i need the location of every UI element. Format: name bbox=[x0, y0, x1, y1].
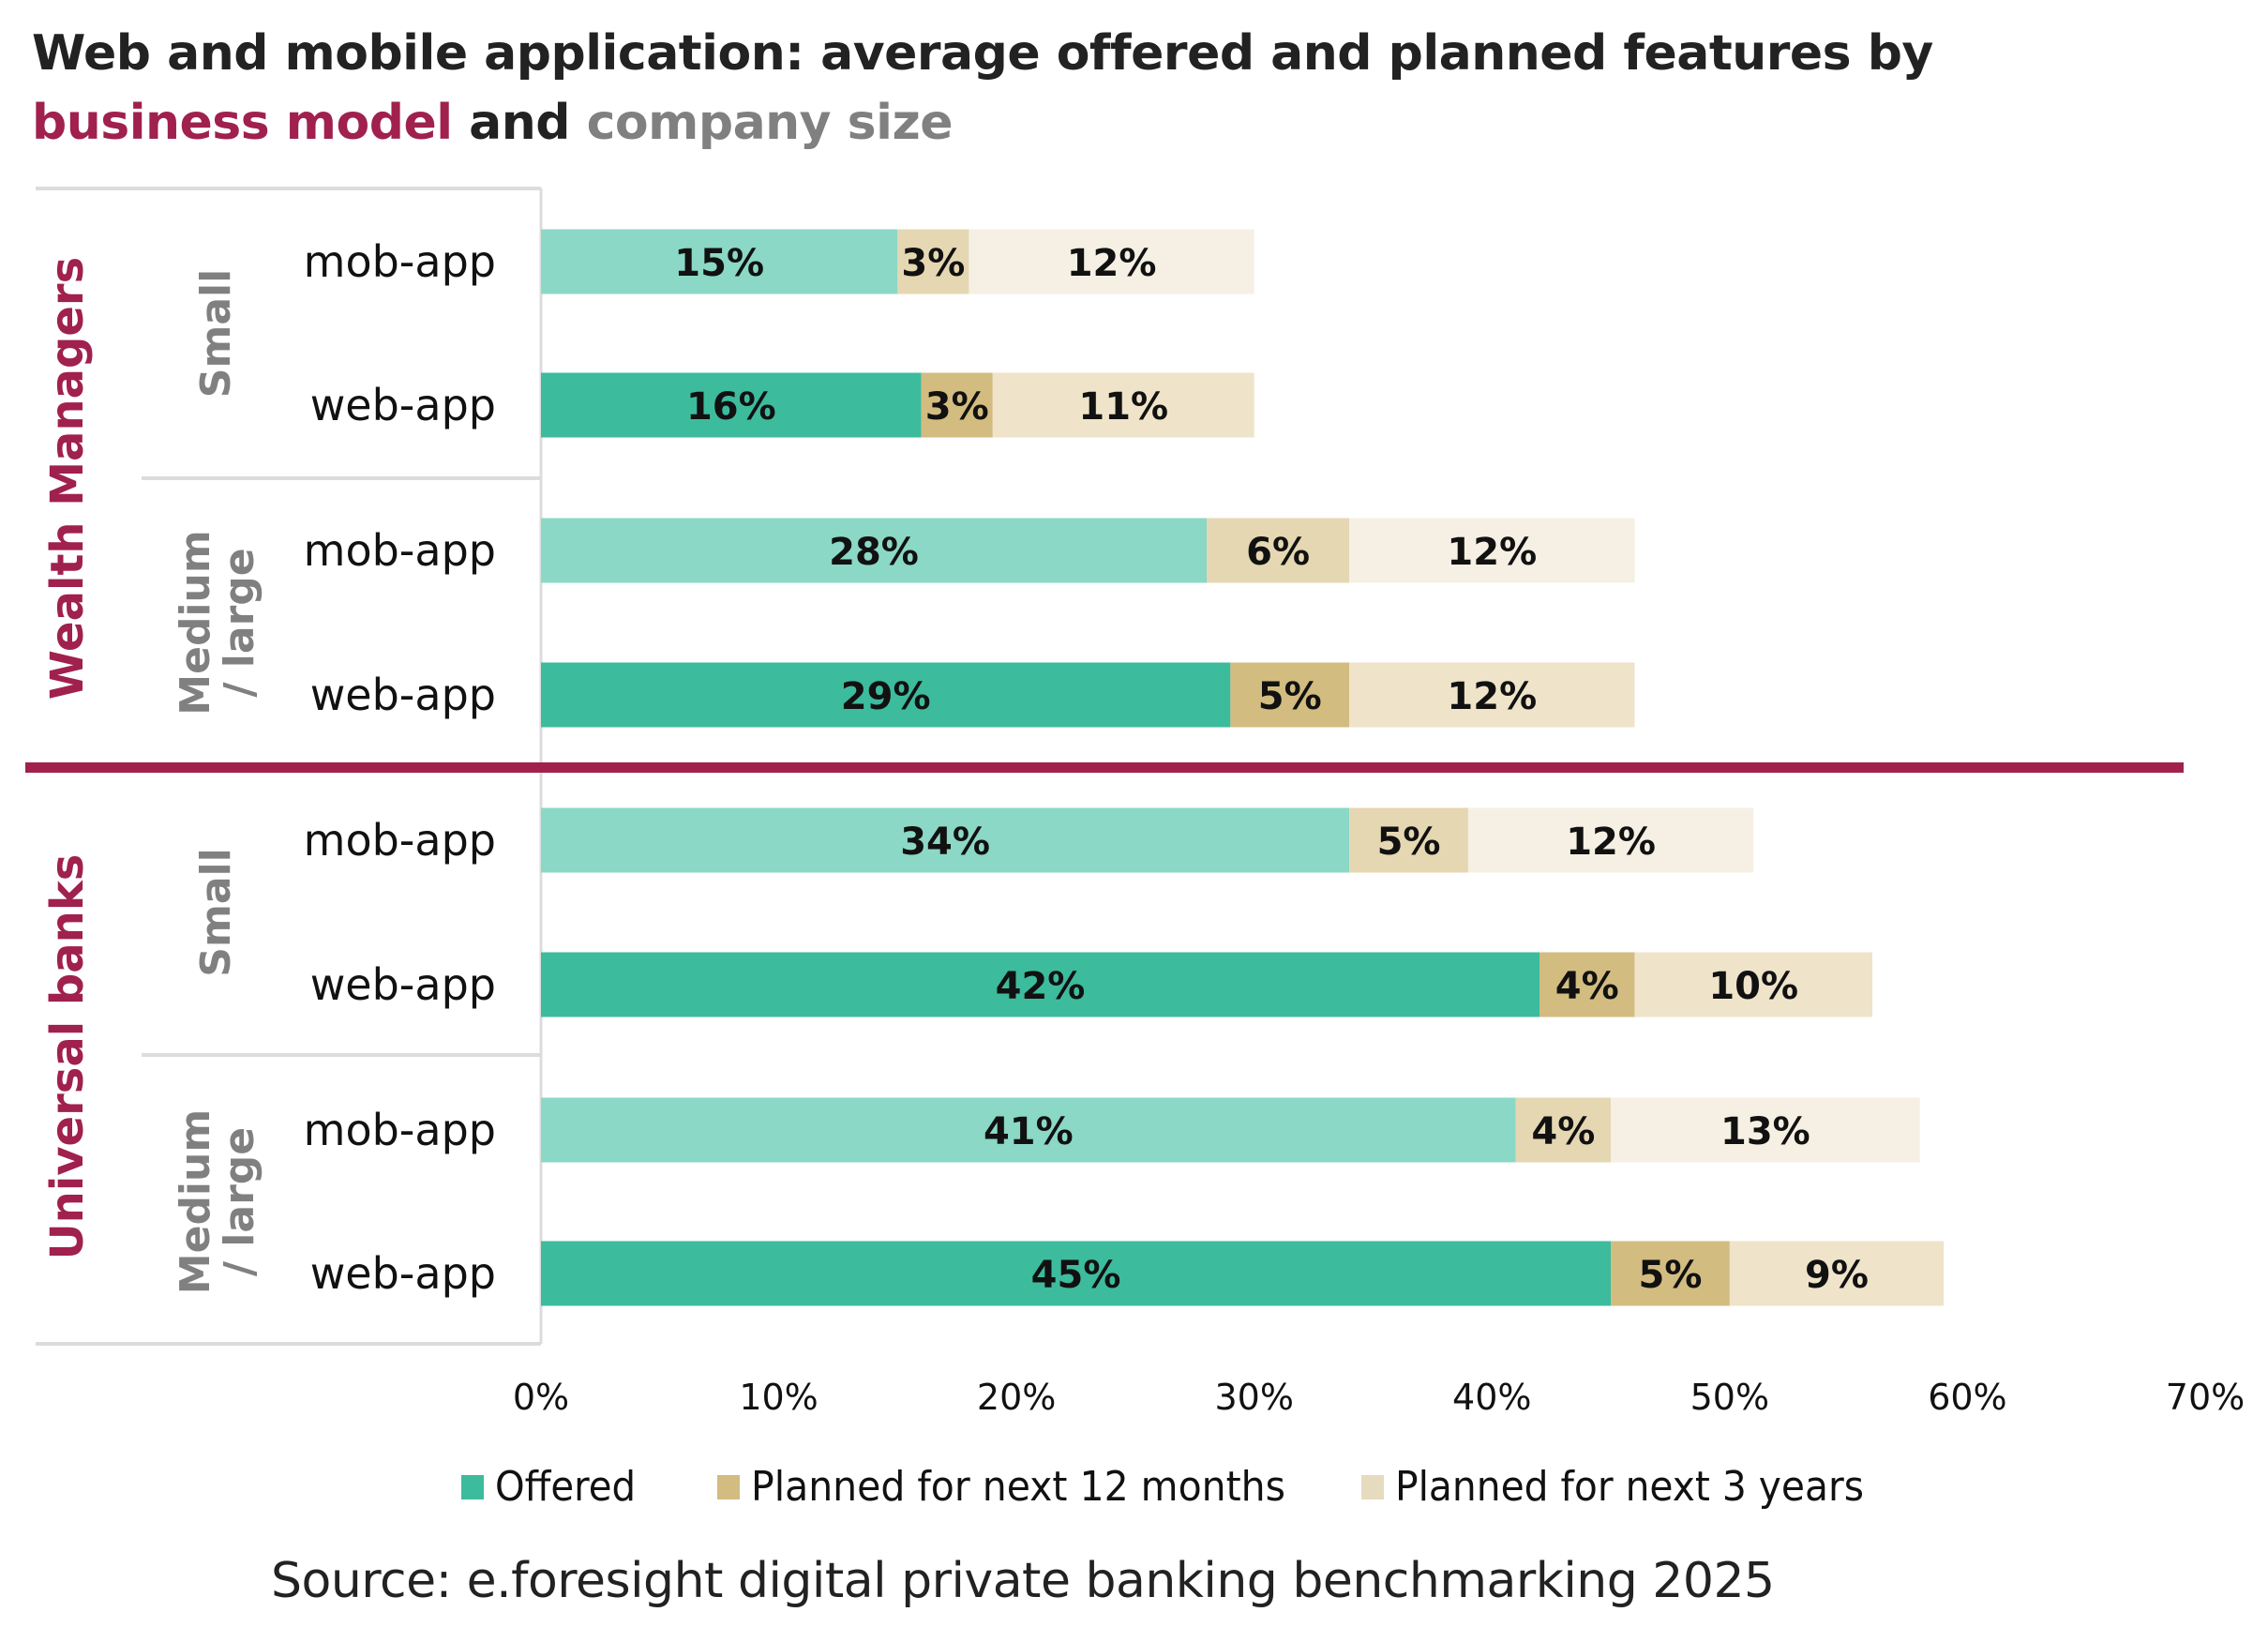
data-label: 15% bbox=[674, 242, 764, 285]
data-label: 12% bbox=[1067, 242, 1157, 285]
bar-segment bbox=[1634, 952, 1872, 1017]
size-label: Small bbox=[192, 848, 240, 976]
title-line-2: business model and company size bbox=[32, 88, 1933, 158]
title-and: and bbox=[469, 95, 570, 151]
title-company-size: company size bbox=[586, 95, 954, 151]
bar-segment bbox=[921, 372, 993, 438]
group-label: Universal banks bbox=[41, 854, 94, 1260]
chart-title: Web and mobile application: average offe… bbox=[32, 19, 1933, 158]
row-label: web-app bbox=[310, 380, 496, 430]
size-label: Small bbox=[192, 269, 240, 398]
bar-segment bbox=[541, 229, 898, 294]
bar-segment bbox=[541, 807, 1350, 873]
x-tick-label: 0% bbox=[513, 1377, 569, 1418]
legend-label: Planned for next 12 months bbox=[751, 1463, 1285, 1511]
bar-segment bbox=[1515, 1097, 1612, 1163]
data-label: 13% bbox=[1720, 1110, 1810, 1153]
bar-segment bbox=[1467, 807, 1754, 873]
data-label: 4% bbox=[1531, 1110, 1595, 1153]
bar-segment bbox=[541, 952, 1540, 1017]
bar-segment bbox=[1540, 952, 1635, 1017]
bar-segment bbox=[992, 372, 1254, 438]
bar-segment bbox=[1611, 1241, 1730, 1306]
bar-segment bbox=[541, 1241, 1612, 1306]
data-label: 5% bbox=[1639, 1254, 1703, 1297]
data-label: 34% bbox=[900, 821, 990, 864]
data-label: 28% bbox=[829, 531, 919, 574]
data-label: 12% bbox=[1566, 821, 1656, 864]
x-tick-label: 30% bbox=[1214, 1377, 1293, 1418]
bar-segment bbox=[1349, 662, 1635, 728]
bar-segment bbox=[541, 1097, 1516, 1163]
group-separator bbox=[25, 762, 2184, 773]
row-label: mob-app bbox=[304, 236, 496, 287]
row-label: mob-app bbox=[304, 815, 496, 866]
data-label: 3% bbox=[925, 385, 989, 429]
bar-segment bbox=[969, 229, 1254, 294]
row-label: mob-app bbox=[304, 1105, 496, 1155]
group-label: Wealth Managers bbox=[41, 257, 94, 700]
bar-segment bbox=[1611, 1097, 1920, 1163]
row-label: mob-app bbox=[304, 525, 496, 576]
data-label: 12% bbox=[1447, 531, 1537, 574]
legend-swatch bbox=[717, 1475, 740, 1499]
bar-segment bbox=[1207, 518, 1350, 583]
x-tick-label: 40% bbox=[1452, 1377, 1531, 1418]
x-tick-label: 70% bbox=[2166, 1377, 2245, 1418]
data-label: 16% bbox=[686, 385, 776, 429]
bar-segment bbox=[1349, 807, 1468, 873]
bar-segment bbox=[1349, 518, 1635, 583]
bar-segment bbox=[1729, 1241, 1945, 1306]
legend-swatch bbox=[1361, 1475, 1384, 1499]
legend-label: Offered bbox=[495, 1463, 636, 1511]
bar-segment bbox=[897, 229, 969, 294]
x-tick-label: 50% bbox=[1690, 1377, 1769, 1418]
bar-segment bbox=[541, 372, 922, 438]
bar-segment bbox=[541, 662, 1231, 728]
size-label: Medium/ large bbox=[172, 1109, 263, 1294]
data-label: 3% bbox=[901, 242, 965, 285]
title-business-model: business model bbox=[32, 95, 453, 151]
x-tick-label: 60% bbox=[1928, 1377, 2006, 1418]
data-label: 12% bbox=[1447, 675, 1537, 718]
bar-segment bbox=[1230, 662, 1350, 728]
legend-label: Planned for next 3 years bbox=[1395, 1463, 1864, 1511]
data-label: 29% bbox=[841, 675, 931, 718]
source-note: Source: e.foresight digital private bank… bbox=[271, 1553, 1775, 1609]
row-label: web-app bbox=[310, 1248, 496, 1299]
data-label: 5% bbox=[1377, 821, 1441, 864]
data-label: 11% bbox=[1078, 385, 1168, 429]
row-label: web-app bbox=[310, 670, 496, 720]
data-label: 6% bbox=[1246, 531, 1310, 574]
bar-segment bbox=[541, 518, 1207, 583]
data-label: 10% bbox=[1708, 965, 1798, 1008]
title-line-1: Web and mobile application: average offe… bbox=[32, 25, 1933, 82]
data-label: 5% bbox=[1258, 675, 1322, 718]
x-tick-label: 20% bbox=[977, 1377, 1056, 1418]
size-label: Medium/ large bbox=[172, 530, 263, 715]
x-tick-label: 10% bbox=[739, 1377, 818, 1418]
data-label: 42% bbox=[996, 965, 1086, 1008]
row-label: web-app bbox=[310, 959, 496, 1010]
data-label: 4% bbox=[1555, 965, 1619, 1008]
data-label: 9% bbox=[1805, 1254, 1869, 1297]
data-label: 45% bbox=[1031, 1254, 1121, 1297]
data-label: 41% bbox=[984, 1110, 1074, 1153]
legend-swatch bbox=[461, 1475, 484, 1499]
